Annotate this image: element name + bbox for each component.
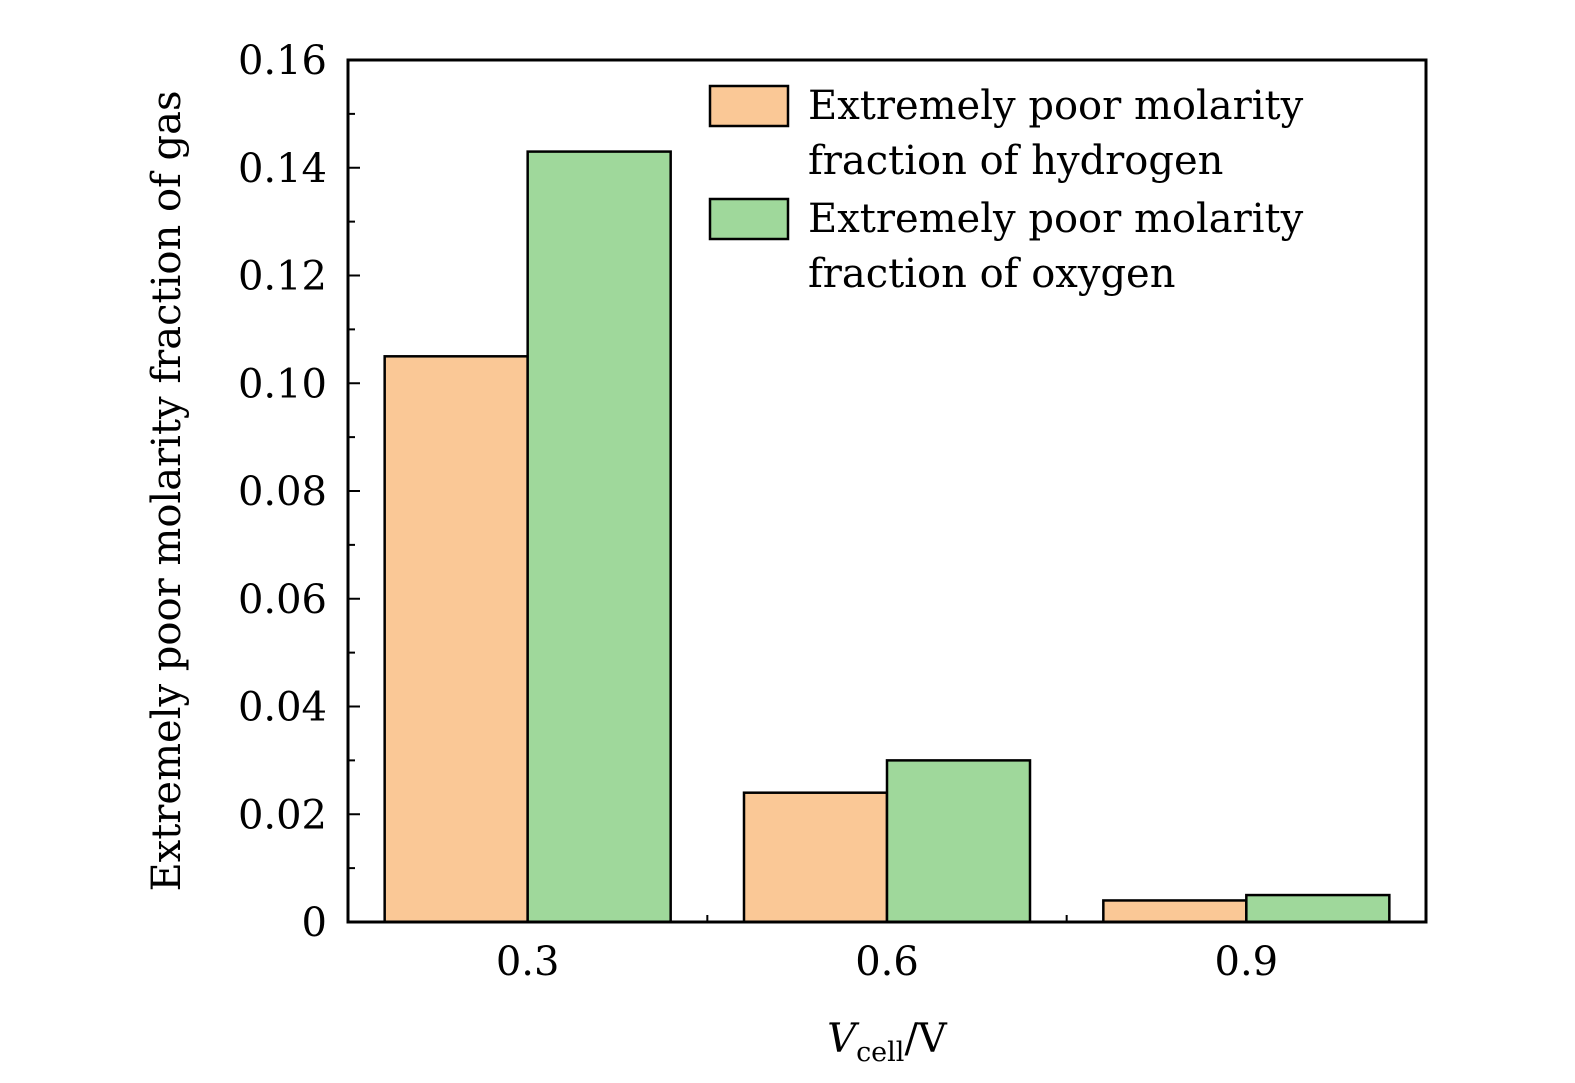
legend-label-series-2: fraction of oxygen xyxy=(808,251,1175,297)
legend-swatch-series-1 xyxy=(708,84,790,128)
bar-0.6-series-2 xyxy=(885,759,1032,924)
legend-label-series-1: Extremely poor molarity xyxy=(808,83,1304,129)
y-tick-label: 0.14 xyxy=(238,146,327,192)
x-tick-label: 0.3 xyxy=(496,939,560,985)
bar-0.9-series-2 xyxy=(1245,893,1391,924)
legend-swatch-series-2 xyxy=(708,197,790,241)
legend-label-series-1: fraction of hydrogen xyxy=(808,138,1223,184)
y-tick-label: 0.06 xyxy=(238,577,327,623)
y-tick-label: 0.12 xyxy=(238,254,327,300)
y-tick-label: 0.10 xyxy=(238,361,327,407)
y-tick-labels: 0 0.02 0.04 0.06 0.08 0.10 0.12 0.14 0.16 xyxy=(238,38,327,946)
ticks-layer xyxy=(348,59,1068,923)
x-tick-label: 0.6 xyxy=(855,939,919,985)
y-tick-label: 0.04 xyxy=(238,685,327,731)
x-tick-labels: 0.3 0.6 0.9 xyxy=(496,939,1278,985)
x-axis-title-subscript: cell xyxy=(856,1037,904,1068)
x-tick-label: 0.9 xyxy=(1215,939,1279,985)
bar-0.3-series-1 xyxy=(383,355,529,924)
x-axis-title: Vcell/V xyxy=(827,1016,948,1068)
bars-layer xyxy=(383,150,1391,924)
bar-0.6-series-1 xyxy=(742,791,889,924)
legend: Extremely poor molarity fraction of hydro… xyxy=(708,83,1304,297)
legend-label-series-2: Extremely poor molarity xyxy=(808,196,1304,242)
y-axis-title: Extremely poor molarity fraction of gas xyxy=(144,90,190,891)
y-tick-label: 0.08 xyxy=(238,469,327,515)
bar-0.9-series-1 xyxy=(1102,899,1248,924)
x-axis-title-main: V xyxy=(827,1016,860,1062)
y-tick-label: 0.16 xyxy=(238,38,327,84)
x-axis-title-suffix: /V xyxy=(904,1016,947,1062)
y-tick-label: 0.02 xyxy=(238,792,327,838)
bar-0.3-series-2 xyxy=(526,150,672,924)
y-tick-label: 0 xyxy=(302,900,327,946)
